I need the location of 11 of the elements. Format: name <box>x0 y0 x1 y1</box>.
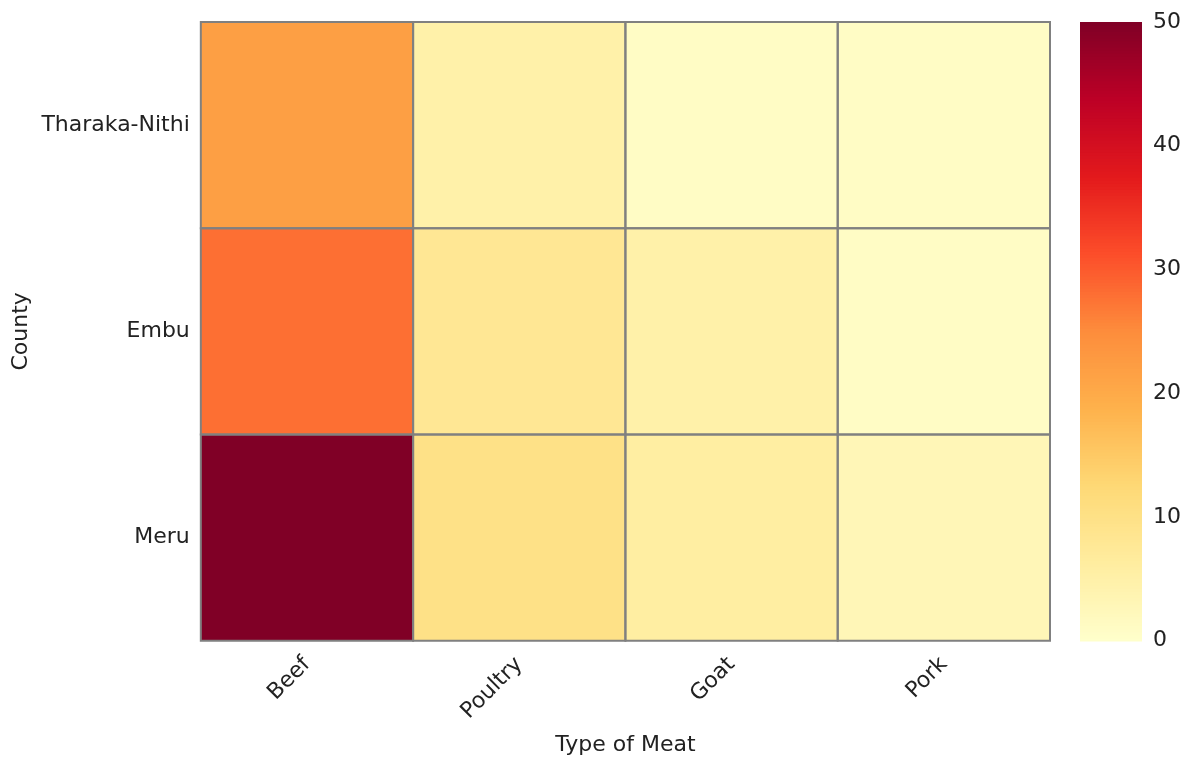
color-bar-label: 0 <box>1153 626 1168 652</box>
color-bar-label: 40 <box>1153 131 1182 157</box>
y-tick-label: Tharaka-Nithi <box>40 110 190 136</box>
y-tick-label: Embu <box>126 317 190 343</box>
y-axis-title: County <box>6 292 32 371</box>
y-tick-label: Meru <box>134 523 190 549</box>
color-bar-label: 20 <box>1153 378 1182 404</box>
color-bar-label: 10 <box>1153 502 1182 528</box>
color-bar-label: 50 <box>1153 7 1182 33</box>
color-bar-label: 30 <box>1153 255 1182 281</box>
x-axis-title: Type of Meat <box>554 730 696 756</box>
